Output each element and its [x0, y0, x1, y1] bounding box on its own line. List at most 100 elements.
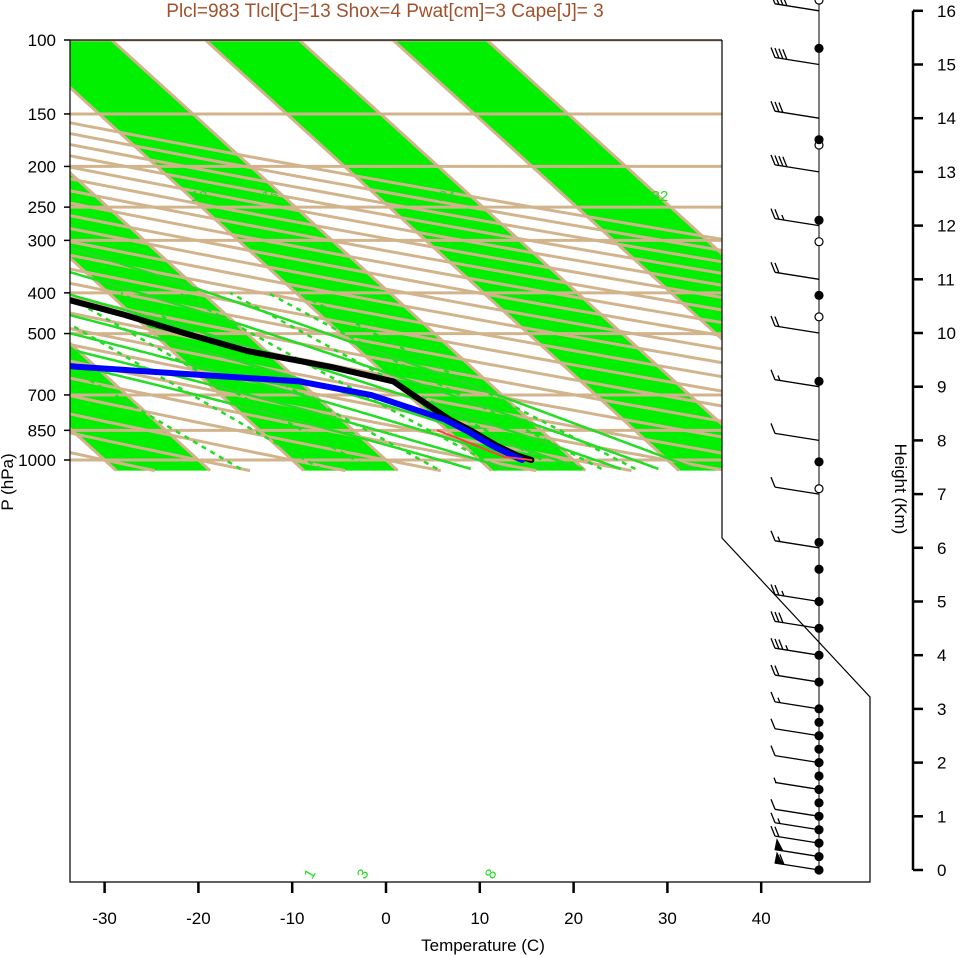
height-tick-label: 13 — [937, 163, 956, 182]
x-tick-label: -30 — [92, 909, 117, 928]
wind-barb-full — [770, 799, 776, 810]
x-tick-label: 10 — [470, 909, 489, 928]
wind-barb-full — [772, 0, 776, 5]
height-tick-label: 16 — [937, 2, 956, 21]
height-marker — [814, 537, 824, 548]
wind-barb-full — [770, 691, 776, 703]
wind-barb-full — [770, 745, 776, 756]
height-marker — [814, 135, 824, 145]
open-height-marker — [814, 312, 824, 322]
wind-barb-full — [780, 0, 784, 6]
height-tick-label: 4 — [937, 646, 946, 665]
moist-adiabat-label: 24 — [439, 188, 456, 205]
dry-adiabat — [70, 40, 870, 473]
wind-barb-staff — [774, 593, 820, 603]
dry-adiabat — [70, 40, 870, 473]
mixing-ratio-line — [70, 291, 322, 470]
dry-adiabat — [70, 40, 632, 473]
wind-barb-full — [770, 664, 776, 676]
wind-barb-staff — [774, 486, 820, 495]
dry-adiabat — [70, 40, 823, 473]
wind-barb-staff — [774, 271, 820, 280]
y-tick-label: 300 — [28, 231, 56, 250]
isotherm-line — [0, 40, 22, 471]
height-marker — [814, 215, 824, 225]
wind-barb-full — [770, 530, 776, 542]
x-tick-label: -20 — [186, 909, 211, 928]
isotherm-line — [70, 40, 212, 472]
isotherm-band — [70, 40, 586, 471]
wind-barb-full — [770, 100, 776, 112]
dry-adiabat — [70, 40, 870, 473]
isotherm-line — [298, 40, 774, 472]
height-marker — [814, 771, 824, 781]
height-tick-label: 11 — [937, 270, 955, 289]
mixing-ratio-line — [177, 291, 502, 471]
y-tick-label: 250 — [28, 198, 56, 217]
y-tick-label: 500 — [28, 325, 56, 344]
dry-adiabat — [70, 40, 870, 473]
wind-barb-full — [770, 611, 776, 622]
x-axis: -30 -20 -10 0 10 20 30 40 — [92, 882, 771, 928]
wind-barb-full — [778, 639, 784, 650]
wind-barb-half — [777, 697, 781, 703]
height-marker — [814, 798, 824, 808]
y-axis: 100 150 200 250 300 400 500 700 850 1000 — [18, 31, 70, 470]
wind-barb-full — [770, 584, 776, 595]
wind-barb-full — [770, 208, 776, 219]
wind-barb-staff — [774, 110, 820, 119]
wind-barb-full — [770, 315, 776, 327]
height-tick-label: 6 — [937, 539, 946, 558]
wind-barb-full — [774, 262, 780, 274]
y-tick-label: 200 — [28, 157, 56, 176]
y-tick-label: 1000 — [18, 451, 56, 470]
wind-barb-full — [774, 47, 780, 59]
x-tick-label: 30 — [658, 909, 677, 928]
wind-barb-full — [770, 825, 776, 837]
moist-adiabat — [70, 165, 472, 471]
dry-adiabat — [70, 40, 441, 473]
moist-adiabat — [70, 165, 697, 471]
mixing-ratio-line — [267, 291, 603, 471]
mixing-ratio-line — [70, 291, 242, 470]
x-tick-label: 20 — [564, 909, 583, 928]
dry-adiabat — [70, 40, 346, 473]
height-tick-label: 14 — [937, 109, 956, 128]
wind-barb-full — [770, 718, 776, 729]
wind-barb-full — [774, 638, 780, 650]
wind-barb-full — [770, 47, 776, 58]
mixing-ratio-line — [297, 291, 636, 471]
dry-adiabat — [70, 40, 870, 473]
wind-barb-staff — [774, 620, 820, 629]
y-tick-label: 100 — [28, 31, 56, 50]
wind-barb-half — [773, 777, 777, 783]
height-marker — [814, 290, 824, 301]
wind-barb-full — [782, 156, 788, 168]
moist-adiabat-label: 32 — [652, 188, 669, 205]
dry-adiabat — [70, 40, 870, 473]
wind-barb-full — [778, 155, 784, 167]
height-marker — [814, 717, 824, 727]
wind-barb-full — [782, 49, 788, 60]
isotherm-band — [205, 40, 773, 471]
dry-adiabat — [70, 40, 251, 473]
mixing-ratio-label: 8 — [482, 866, 501, 882]
moist-adiabat — [70, 165, 584, 471]
wind-barb-full — [774, 611, 780, 623]
wind-barb-half — [777, 536, 781, 542]
dry-adiabat — [70, 40, 728, 473]
y-tick-label: 400 — [28, 284, 56, 303]
wind-barb-staff — [774, 781, 820, 791]
dry-adiabat — [70, 40, 870, 473]
wind-barb-staff — [774, 217, 820, 227]
wind-barb-half — [781, 590, 785, 597]
height-axis-label: Height (Km) — [891, 444, 910, 535]
wind-barb-staff — [774, 432, 820, 442]
height-tick-label: 3 — [937, 700, 946, 719]
wind-barb-staff — [774, 3, 820, 12]
wind-barb-full — [770, 262, 776, 273]
sounding-profiles — [70, 40, 535, 463]
wind-barb-full — [778, 612, 784, 623]
dry-adiabat — [70, 40, 870, 473]
height-marker — [814, 376, 824, 386]
